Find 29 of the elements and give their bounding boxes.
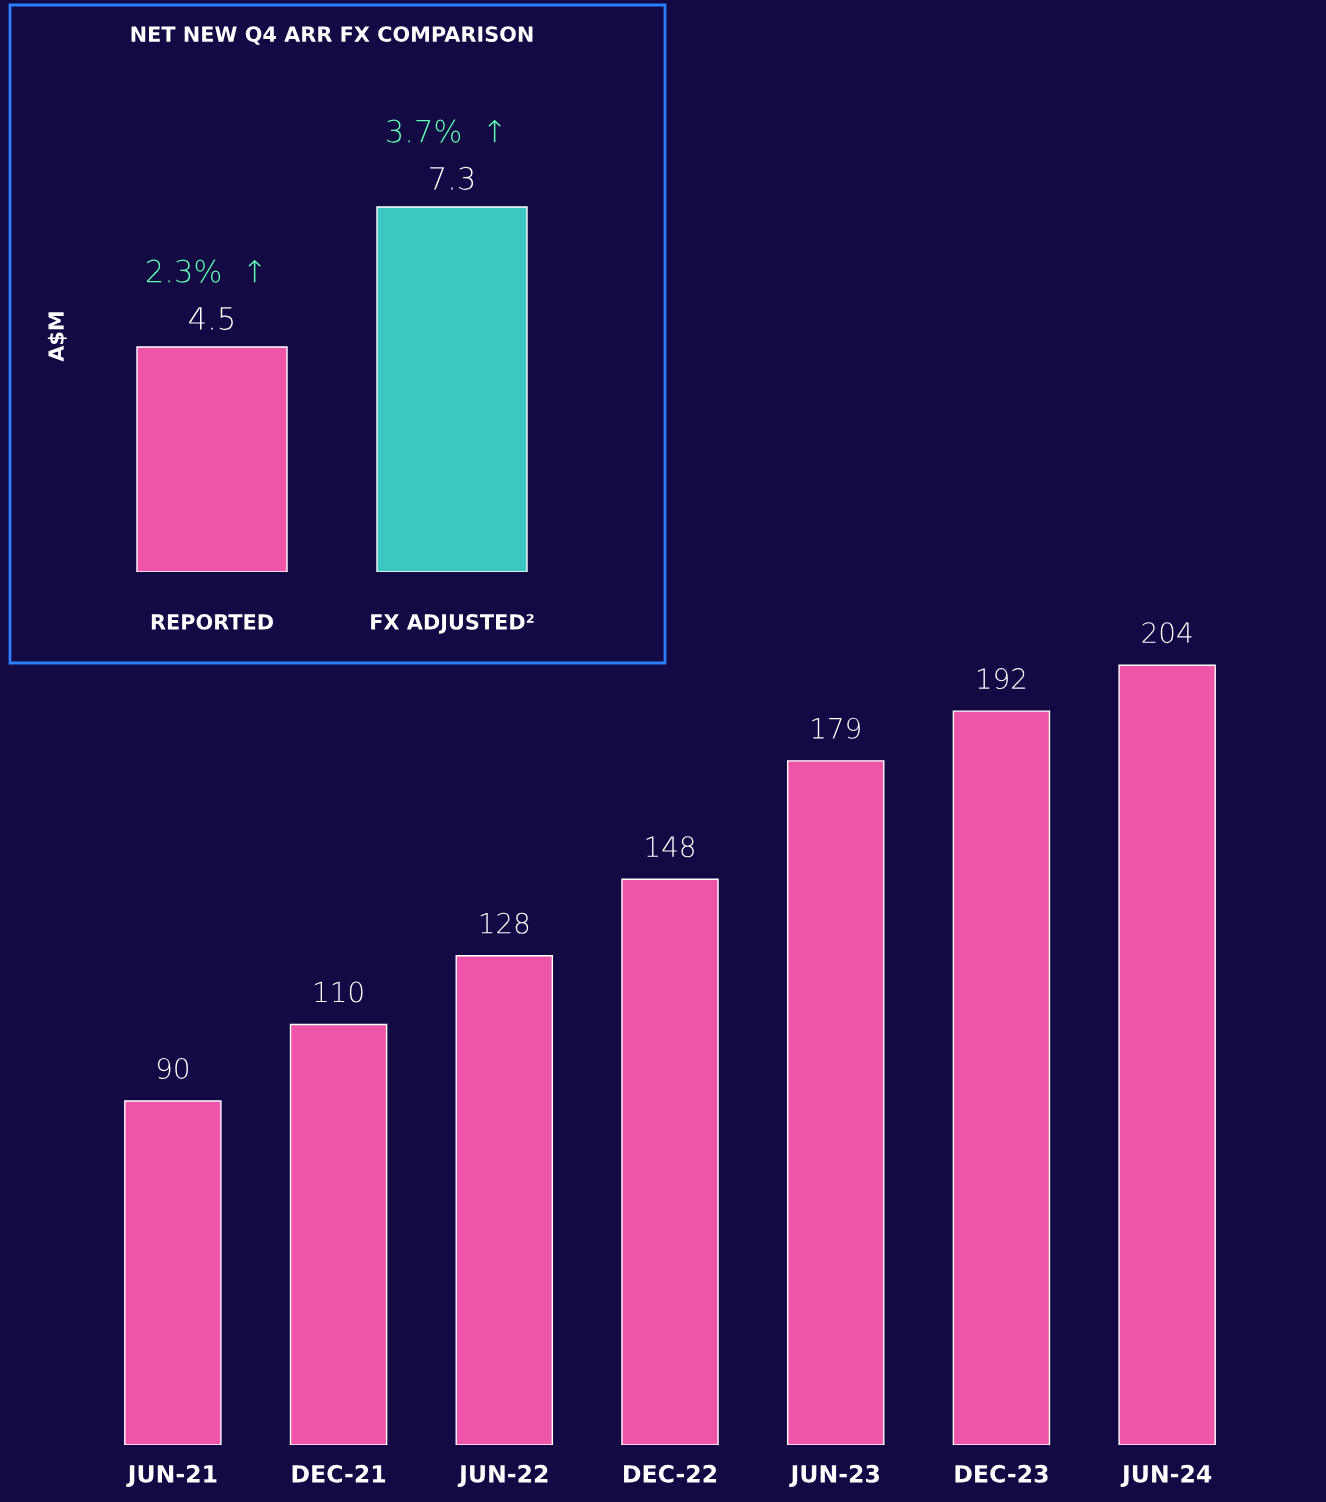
x-tick-label: JUN-21 [126, 1464, 217, 1488]
bar [952, 710, 1051, 1445]
bar [124, 1100, 222, 1445]
x-tick-label: DEC-23 [955, 1464, 1048, 1483]
data-label: 179 [812, 717, 860, 739]
annotation: 3.7% ↑ [387, 119, 501, 143]
x-tick-label: REPORTED [151, 614, 273, 630]
y-axis-title: A$M [47, 312, 67, 362]
bar [786, 760, 885, 1445]
x-tick-label: JUN-23 [789, 1464, 880, 1488]
data-label: 4.5 [189, 307, 233, 330]
data-label: 148 [646, 836, 694, 858]
data-label: 110 [315, 981, 363, 1003]
x-tick-label: JUN-24 [1120, 1464, 1212, 1488]
bar [621, 878, 719, 1445]
data-label: 128 [480, 912, 529, 934]
x-tick-label: JUN-22 [457, 1464, 548, 1488]
data-label: 192 [977, 668, 1026, 690]
x-tick-label: DEC-21 [292, 1464, 386, 1483]
data-label: 90 [157, 1057, 188, 1079]
x-tick-label: DEC-22 [624, 1464, 717, 1483]
data-label: 7.3 [430, 166, 474, 190]
annotation: 2.3% ↑ [146, 259, 261, 283]
bar [289, 1023, 388, 1445]
chart-title: NET NEW Q4 ARR FX COMPARISON [131, 26, 533, 45]
data-label: 204 [1142, 622, 1192, 644]
bar [1118, 664, 1216, 1445]
bar [455, 955, 554, 1445]
x-tick-label: FX ADJUSTED² [371, 614, 534, 634]
